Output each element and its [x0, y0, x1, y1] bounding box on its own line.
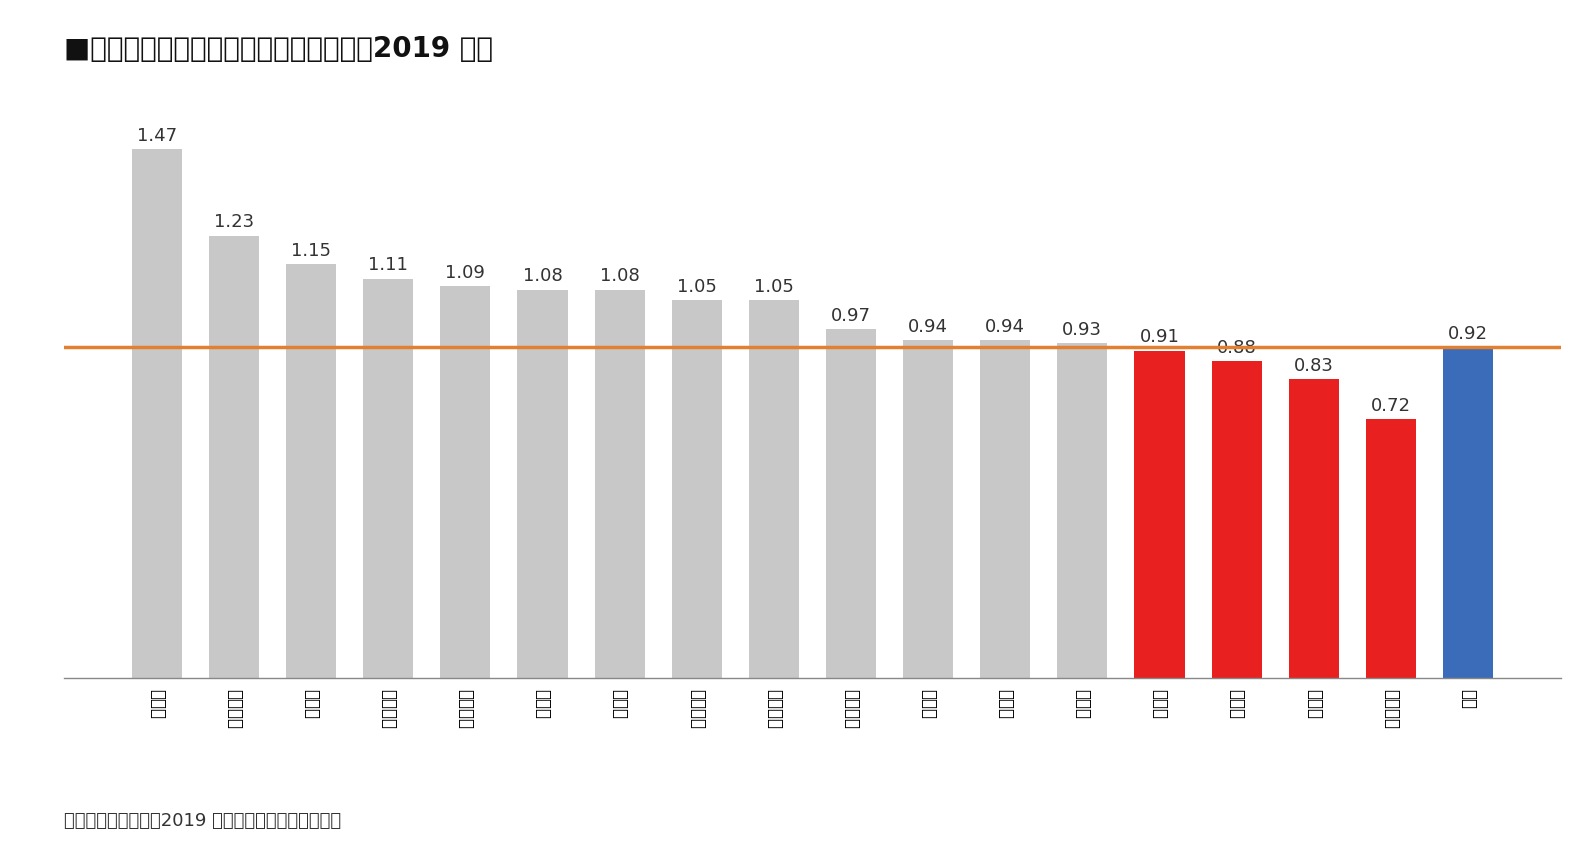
Text: 0.91: 0.91 — [1139, 329, 1179, 346]
Bar — [825, 329, 876, 678]
Bar — [1365, 419, 1416, 678]
Text: 1.08: 1.08 — [523, 267, 562, 285]
Text: 0.97: 0.97 — [832, 307, 871, 324]
Text: 0.88: 0.88 — [1217, 339, 1257, 357]
Text: 0.83: 0.83 — [1294, 357, 1333, 375]
Text: 1.15: 1.15 — [292, 242, 331, 260]
Bar — [1212, 362, 1262, 678]
Text: 1.05: 1.05 — [677, 278, 717, 296]
Bar — [749, 301, 800, 678]
Text: 1.47: 1.47 — [137, 127, 177, 145]
Bar — [672, 301, 722, 678]
Bar — [363, 279, 413, 678]
Text: 1.05: 1.05 — [753, 278, 793, 296]
Bar — [518, 290, 567, 678]
Text: 0.92: 0.92 — [1448, 324, 1488, 343]
Text: 0.93: 0.93 — [1063, 321, 1102, 339]
Bar — [132, 149, 182, 678]
Bar — [980, 340, 1031, 678]
Bar — [1443, 347, 1493, 678]
Text: 0.94: 0.94 — [908, 318, 948, 335]
Bar — [1289, 379, 1338, 678]
Text: 1.09: 1.09 — [446, 263, 486, 281]
Text: 0.72: 0.72 — [1372, 396, 1411, 414]
Text: 1.23: 1.23 — [213, 213, 253, 231]
Bar — [440, 286, 491, 678]
Bar — [209, 235, 260, 678]
Bar — [287, 264, 336, 678]
Text: ■韓国における地域別合計特殊出生率（2019 年）: ■韓国における地域別合計特殊出生率（2019 年） — [64, 35, 492, 63]
Bar — [903, 340, 953, 678]
Text: 0.94: 0.94 — [984, 318, 1026, 335]
Bar — [1134, 351, 1185, 678]
Text: 1.08: 1.08 — [599, 267, 639, 285]
Text: 出所）韓国統計庁「2019 年出生統計」より筆者作成: 出所）韓国統計庁「2019 年出生統計」より筆者作成 — [64, 812, 341, 830]
Text: 1.11: 1.11 — [368, 257, 408, 274]
Bar — [594, 290, 645, 678]
Bar — [1058, 343, 1107, 678]
